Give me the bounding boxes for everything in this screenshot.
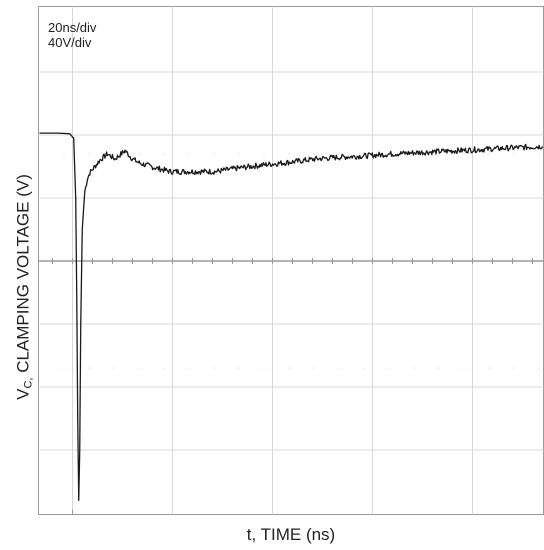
volts-per-div: 40V/div: [48, 35, 92, 50]
x-axis-label: t, TIME (ns): [246, 525, 336, 544]
time-per-div: 20ns/div: [48, 20, 97, 35]
y-axis-label: VC, CLAMPING VOLTAGE (V): [14, 174, 35, 400]
grid-ticks: [52, 258, 533, 515]
y-axis-label-sub: C,: [22, 377, 35, 389]
scope-settings: 20ns/div 40V/div: [48, 20, 96, 50]
trace-group: [39, 132, 544, 502]
y-axis-label-main: V: [13, 388, 33, 400]
series-line-clamping-voltage: [39, 132, 544, 502]
y-axis-label-rest: CLAMPING VOLTAGE (V): [13, 174, 33, 378]
grid-lines: [38, 6, 544, 515]
